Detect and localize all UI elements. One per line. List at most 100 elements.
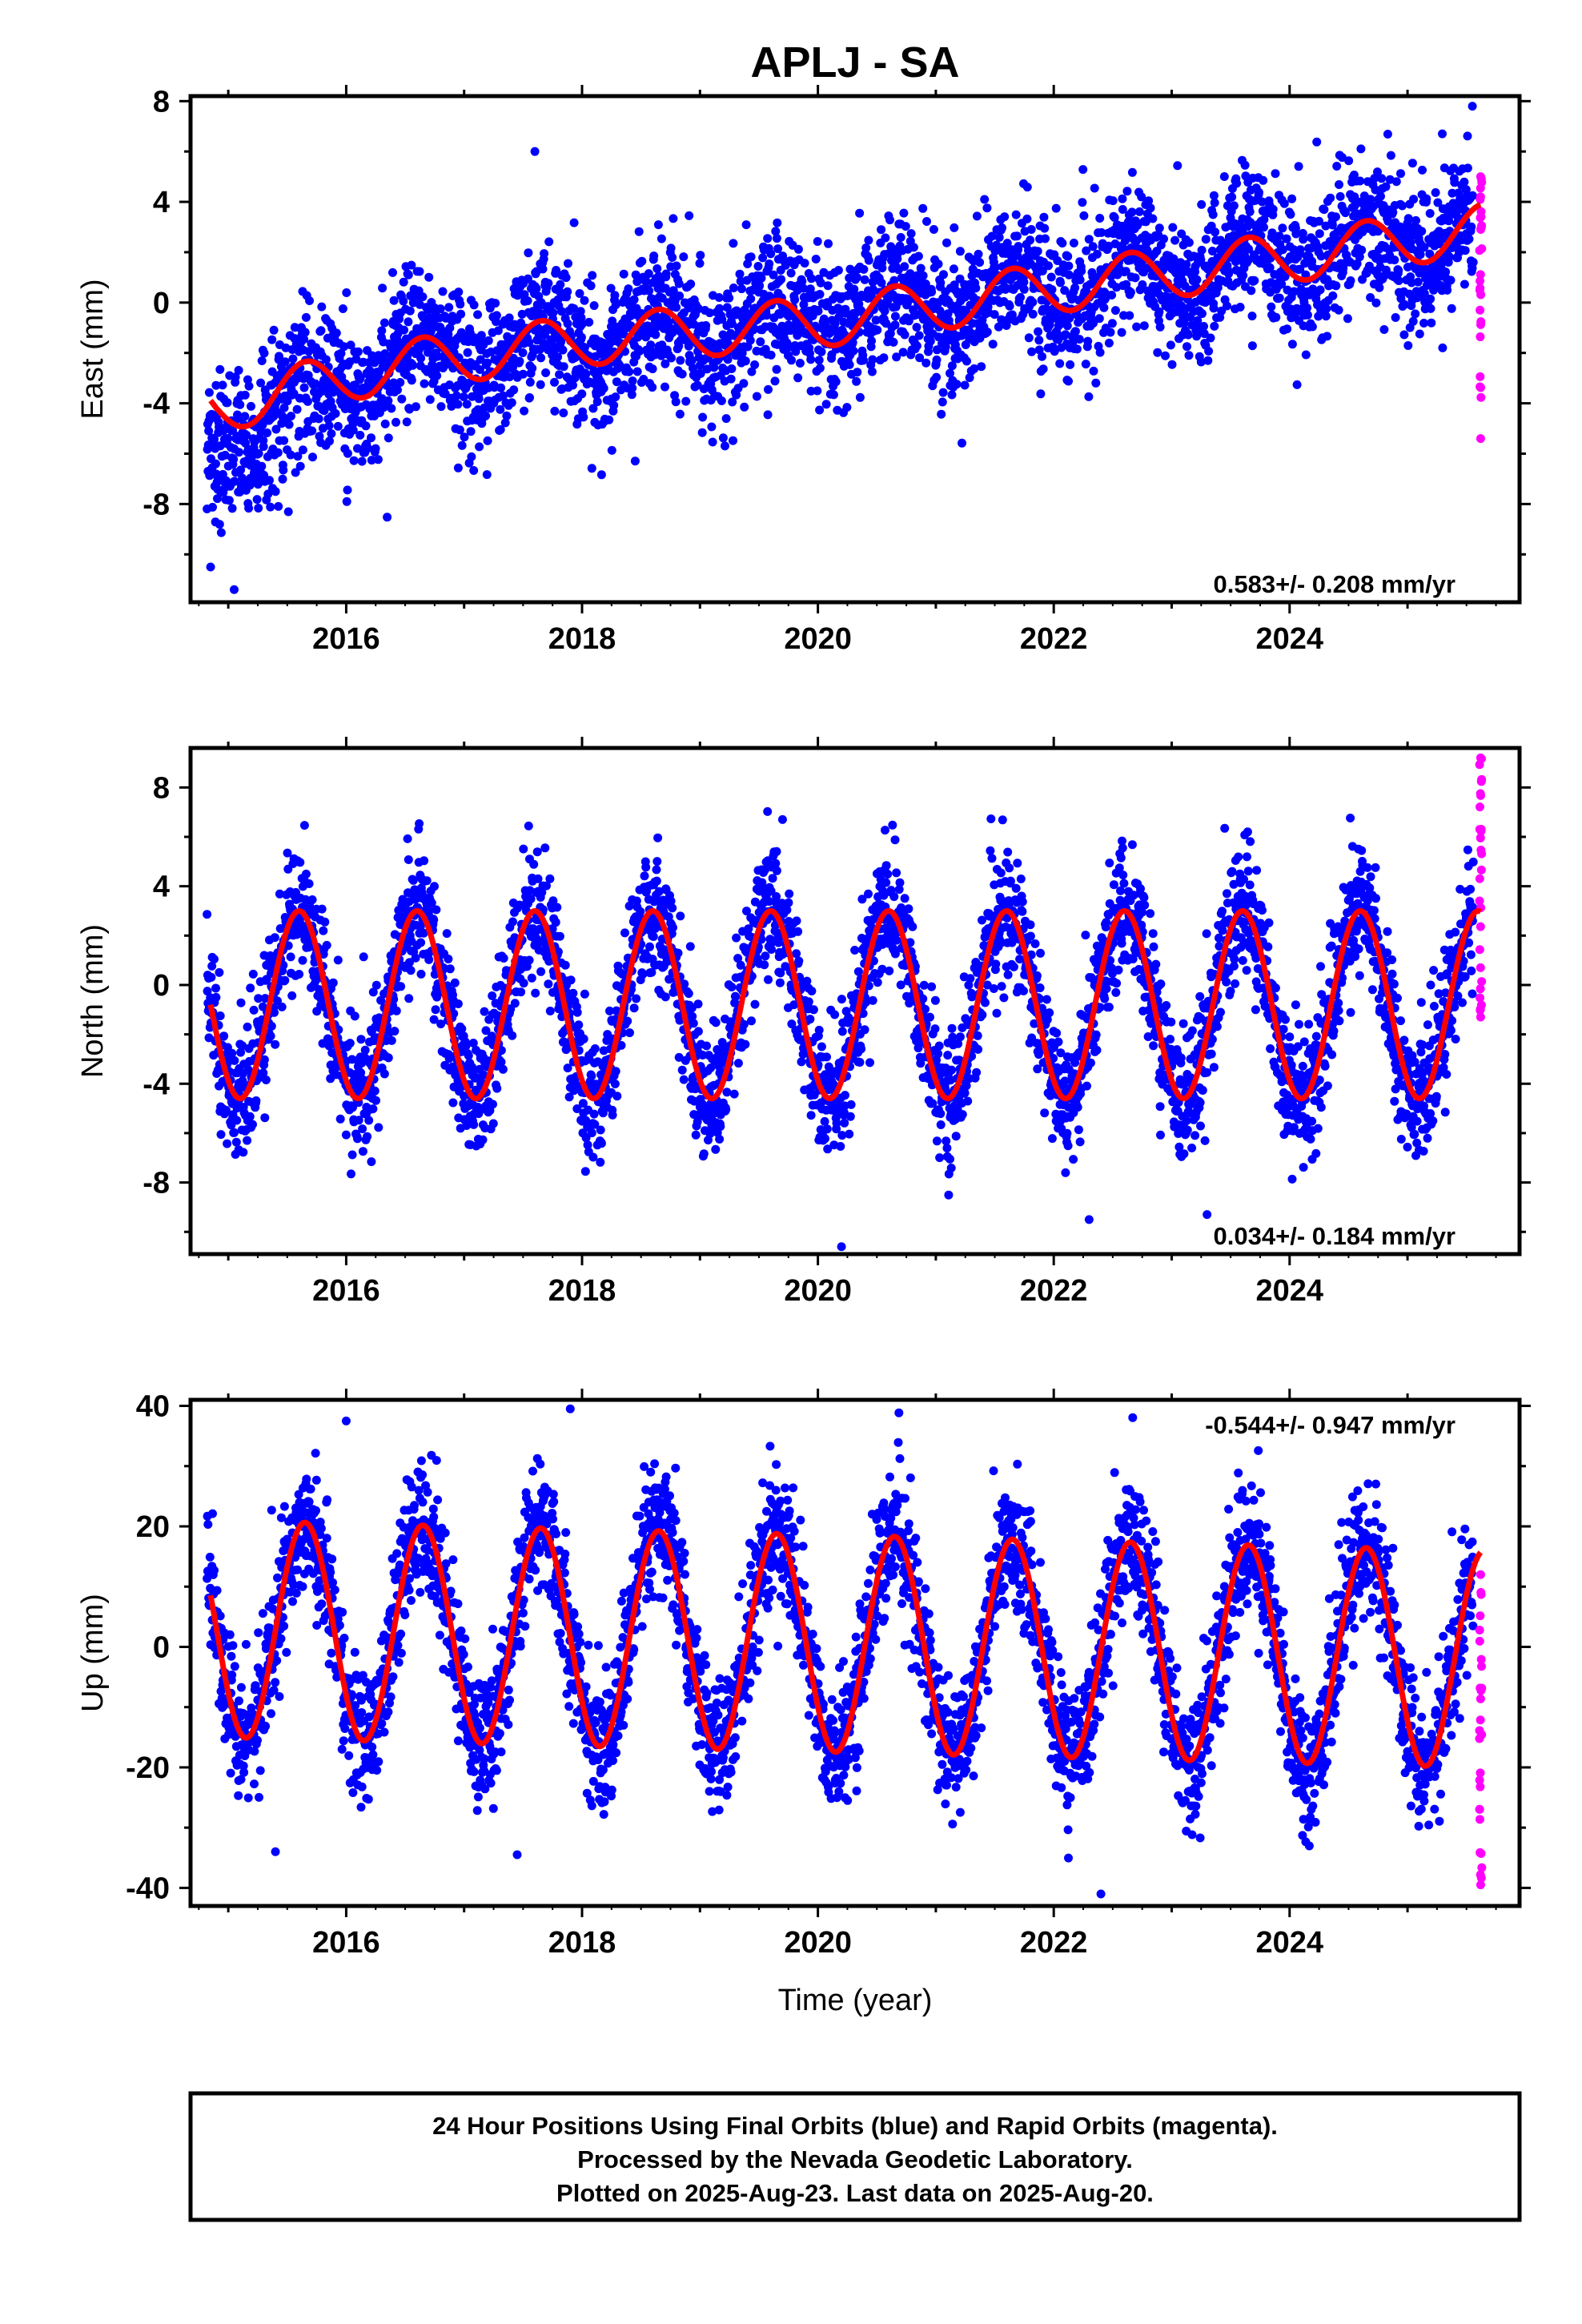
east-final-orbit-point <box>918 203 928 213</box>
east-outlier-point <box>530 147 540 156</box>
east-final-orbit-point <box>1097 227 1106 237</box>
east-rapid-orbit-point <box>1476 392 1486 402</box>
east-final-orbit-point <box>576 332 586 342</box>
east-final-orbit-point <box>387 404 396 413</box>
east-final-orbit-point <box>438 287 448 296</box>
east-final-orbit-point <box>1250 275 1259 285</box>
east-final-orbit-point <box>941 342 950 352</box>
east-final-orbit-point <box>879 353 889 363</box>
east-final-orbit-point <box>932 345 942 355</box>
east-final-orbit-point <box>1110 306 1120 316</box>
east-final-orbit-point <box>307 426 317 436</box>
east-final-orbit-point <box>559 362 568 372</box>
east-final-orbit-point <box>475 365 484 374</box>
north-final-orbit-point <box>450 978 460 987</box>
east-final-orbit-point <box>538 264 548 274</box>
east-final-orbit-point <box>599 384 608 393</box>
east-rapid-orbit-point <box>1476 332 1485 342</box>
east-final-orbit-point <box>1444 252 1454 262</box>
east-final-orbit-point <box>236 465 246 475</box>
east-final-orbit-point <box>817 347 826 356</box>
east-final-orbit-point <box>725 293 734 303</box>
east-final-orbit-point <box>1061 330 1070 340</box>
east-final-orbit-point <box>1259 215 1269 224</box>
east-rapid-orbit-point <box>1476 172 1485 182</box>
east-final-orbit-point <box>1133 220 1142 230</box>
east-final-orbit-point <box>1211 227 1220 237</box>
east-final-orbit-point <box>885 215 894 225</box>
east-final-orbit-point <box>1408 316 1418 326</box>
east-final-orbit-point <box>342 497 351 506</box>
east-final-orbit-point <box>1064 270 1074 279</box>
east-final-orbit-point <box>611 392 620 402</box>
east-final-orbit-point <box>852 272 861 282</box>
east-final-orbit-point <box>1312 137 1322 147</box>
north-final-orbit-point <box>596 1139 606 1148</box>
east-rapid-orbit-point <box>1476 305 1485 315</box>
east-final-orbit-point <box>1282 234 1291 243</box>
north-final-orbit-point <box>453 999 463 1008</box>
east-final-orbit-point <box>1117 328 1126 337</box>
east-final-orbit-point <box>1303 304 1312 312</box>
east-final-orbit-point <box>331 408 340 418</box>
east-rapid-orbit-point <box>1476 372 1485 381</box>
north-final-orbit-point <box>307 895 317 904</box>
east-final-orbit-point <box>1000 212 1010 222</box>
east-final-orbit-point <box>259 348 269 358</box>
east-final-orbit-point <box>717 396 726 405</box>
north-final-orbit-point <box>210 955 219 964</box>
east-final-orbit-point <box>1259 223 1268 232</box>
east-final-orbit-point <box>377 326 387 336</box>
east-final-orbit-point <box>811 255 821 263</box>
east-final-orbit-point <box>1038 352 1046 361</box>
north-final-orbit-point <box>620 928 629 938</box>
east-final-orbit-point <box>1427 318 1436 328</box>
east-final-orbit-point <box>317 302 327 312</box>
east-final-orbit-point <box>861 243 871 252</box>
east-final-orbit-point <box>666 243 676 253</box>
east-final-orbit-point <box>592 397 602 407</box>
east-final-orbit-point <box>453 463 463 472</box>
east-final-orbit-point <box>830 319 840 328</box>
east-final-orbit-point <box>726 374 736 384</box>
east-final-orbit-point <box>791 347 801 356</box>
east-rapid-orbit-point <box>1476 320 1485 329</box>
east-final-orbit-point <box>274 501 283 511</box>
east-final-orbit-point <box>432 371 442 380</box>
north-final-orbit-point <box>420 856 429 866</box>
east-final-orbit-point <box>892 352 901 362</box>
east-final-orbit-point <box>558 345 568 355</box>
east-final-orbit-point <box>1425 209 1435 218</box>
east-final-orbit-point <box>1083 336 1093 346</box>
east-final-orbit-point <box>387 341 397 350</box>
east-final-orbit-point <box>1027 347 1037 356</box>
east-final-orbit-point <box>269 325 279 335</box>
east-final-orbit-point <box>1322 304 1331 313</box>
east-final-orbit-point <box>1331 281 1341 291</box>
east-final-orbit-point <box>405 306 415 316</box>
east-final-orbit-point <box>813 386 822 396</box>
east-final-orbit-point <box>361 421 371 431</box>
east-final-orbit-point <box>877 225 886 235</box>
east-final-orbit-point <box>757 273 766 283</box>
east-final-orbit-point <box>1161 351 1170 360</box>
east-final-orbit-point <box>769 270 778 279</box>
north-final-orbit-point <box>298 955 307 965</box>
east-final-orbit-point <box>295 461 305 471</box>
east-final-orbit-point <box>1192 275 1202 284</box>
north-final-orbit-point <box>391 1006 401 1015</box>
east-final-orbit-point <box>247 401 255 411</box>
east-final-orbit-point <box>1307 322 1317 332</box>
east-final-orbit-point <box>898 348 908 357</box>
east-final-orbit-point <box>864 235 873 245</box>
east-final-orbit-point <box>890 320 900 330</box>
east-final-orbit-point <box>378 283 387 293</box>
north-final-orbit-point <box>636 907 645 916</box>
east-final-orbit-point <box>1371 185 1380 195</box>
east-final-orbit-point <box>982 328 992 337</box>
east-final-orbit-point <box>1468 191 1477 200</box>
north-final-orbit-point <box>610 1080 620 1088</box>
east-final-orbit-point <box>383 513 392 522</box>
east-final-orbit-point <box>949 264 958 274</box>
